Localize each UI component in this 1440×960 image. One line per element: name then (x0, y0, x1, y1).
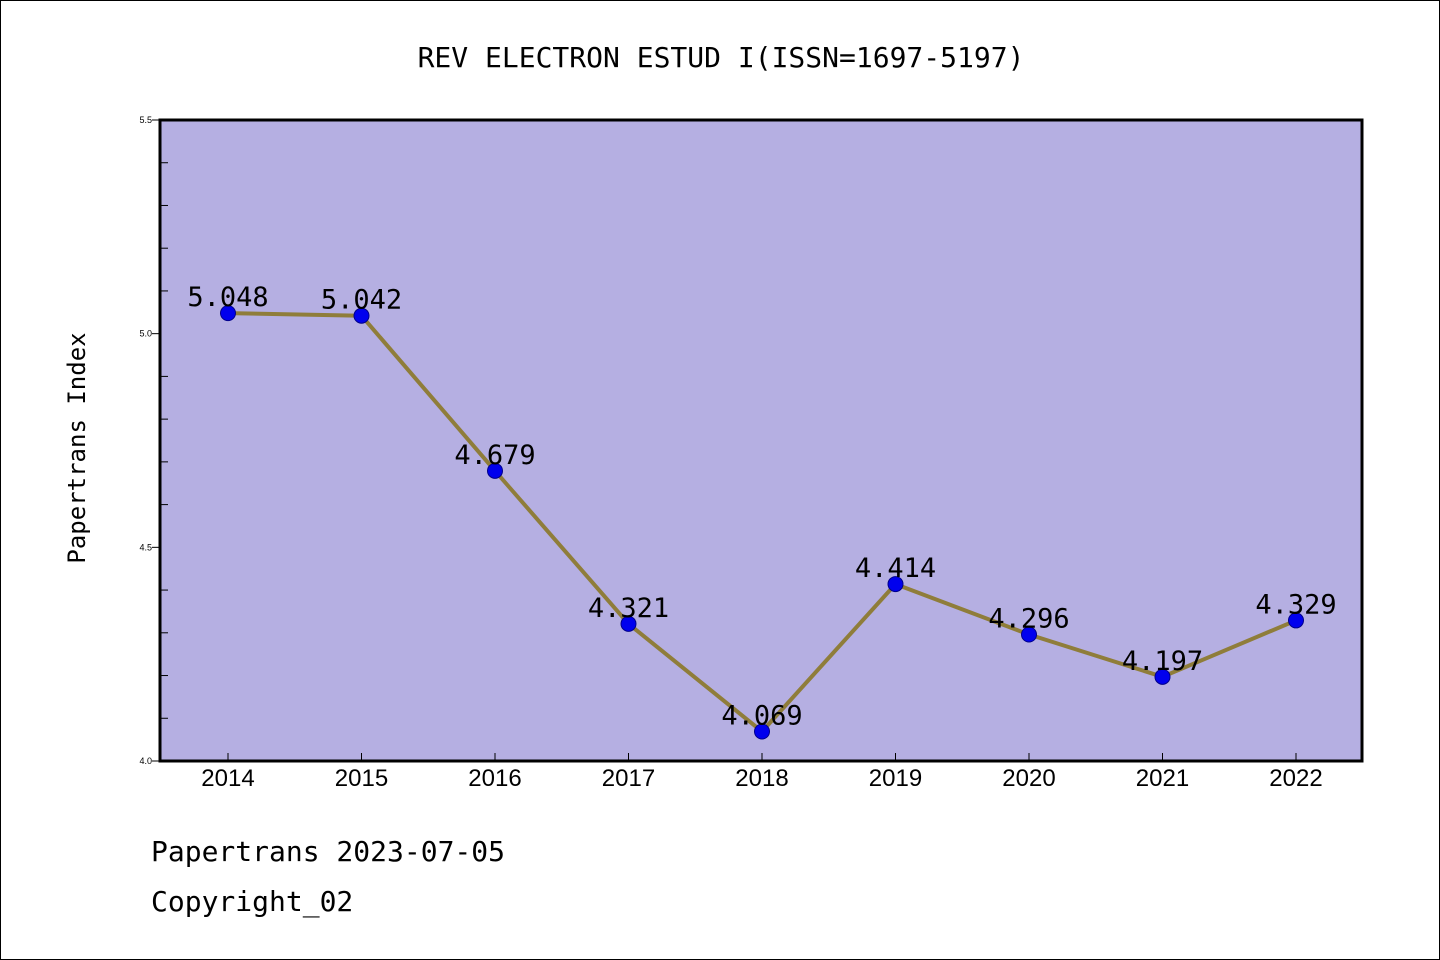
y-tick-label: 5.5 (139, 115, 152, 125)
x-tick-label: 2017 (602, 765, 655, 792)
data-label: 4.414 (855, 553, 936, 584)
data-point (620, 615, 637, 632)
chart-title: REV ELECTRON ESTUD I(ISSN=1697-5197) (418, 41, 1025, 74)
data-point (220, 305, 236, 322)
data-point (1288, 612, 1304, 629)
value-labels-group: 5.048 5.042 4.679 4.321 4.069 4.414 4.296 4.197… (187, 282, 1336, 731)
data-label: 4.329 (1255, 589, 1336, 620)
x-tick-label: 2021 (1136, 765, 1189, 792)
x-tick-label: 2018 (735, 765, 788, 792)
data-label: 4.296 (988, 604, 1069, 635)
y-tick-label: 4.0 (139, 756, 152, 766)
data-point (887, 576, 904, 593)
footer-copyright: Copyright_02 (151, 885, 354, 918)
data-label: 4.069 (721, 701, 802, 732)
x-tick-label: 2015 (335, 765, 388, 792)
y-tick-label: 5.0 (139, 329, 152, 339)
y-axis-label: Papertrans Index (63, 332, 91, 563)
data-label: 5.042 (321, 285, 402, 316)
data-label: 4.197 (1122, 646, 1203, 677)
markers-group (220, 305, 1304, 740)
data-label: 4.679 (454, 440, 535, 471)
data-point (1154, 668, 1171, 685)
data-point (487, 462, 503, 479)
x-tick-label: 2016 (468, 765, 521, 792)
x-axis: 2014 2015 2016 2017 2018 2019 2020 2021 2022 (201, 753, 1323, 792)
x-tick-label: 2014 (201, 765, 254, 792)
x-tick-label: 2019 (869, 765, 922, 792)
plot-area (160, 120, 1362, 761)
footer-date: Papertrans 2023-07-05 (151, 835, 506, 868)
data-label: 4.321 (588, 593, 669, 624)
data-label: 5.048 (187, 282, 268, 313)
x-tick-label: 2020 (1002, 765, 1055, 792)
x-tick-label: 2022 (1269, 765, 1322, 792)
data-point (754, 723, 770, 740)
plot-border (158, 118, 1364, 763)
data-point (353, 307, 370, 324)
y-tick-label: 4.5 (139, 542, 152, 552)
data-point (1021, 626, 1037, 643)
